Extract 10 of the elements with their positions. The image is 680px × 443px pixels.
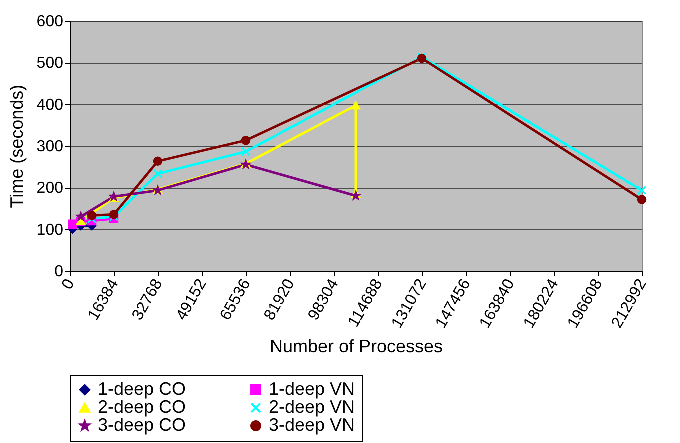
y-tick-label: 600 bbox=[36, 14, 64, 30]
x-axis-title: Number of Processes bbox=[270, 336, 444, 357]
y-tick-label: 200 bbox=[36, 180, 64, 198]
legend-label: 1-deep CO bbox=[98, 379, 186, 399]
y-tick-label: 300 bbox=[36, 138, 64, 156]
legend-label: 1-deep VN bbox=[269, 379, 356, 399]
y-tick-label: 500 bbox=[36, 55, 64, 72]
y-tick-label: 100 bbox=[36, 222, 64, 239]
y-axis-title: Time (seconds) bbox=[6, 84, 27, 208]
y-tick-label: 400 bbox=[36, 96, 64, 114]
